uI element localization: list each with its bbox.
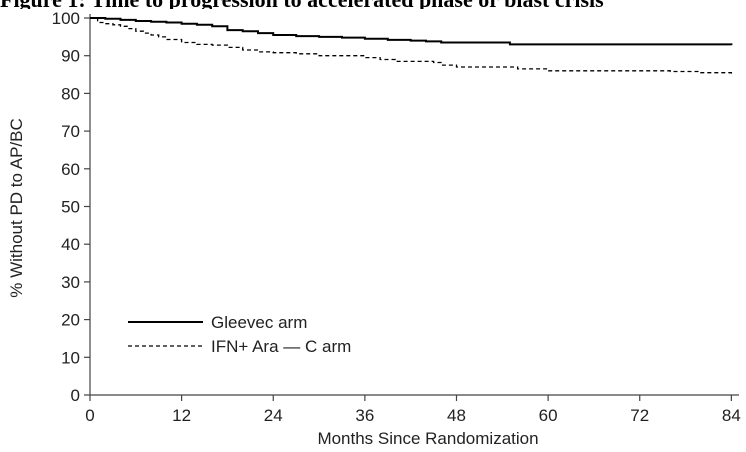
- y-tick-label: 60: [61, 160, 80, 179]
- x-tick-label: 36: [355, 406, 374, 425]
- x-tick-label: 84: [722, 406, 741, 425]
- y-tick-label: 100: [52, 9, 80, 28]
- x-tick-label: 60: [539, 406, 558, 425]
- x-tick-label: 72: [630, 406, 649, 425]
- x-tick-label: 0: [85, 406, 94, 425]
- x-tick-label: 12: [172, 406, 191, 425]
- y-tick-label: 70: [61, 122, 80, 141]
- y-tick-label: 30: [61, 273, 80, 292]
- series-line-gleevec: [90, 17, 733, 46]
- y-tick-label: 80: [61, 84, 80, 103]
- ticks: 0 10 20 30 40 50 60 70 80 90 100 0 12 24 36 48 60 72 84: [52, 9, 741, 425]
- y-tick-label: 90: [61, 47, 80, 66]
- axes: [89, 14, 739, 396]
- chart-title: Figure 1: Time to progression to acceler…: [0, 0, 746, 9]
- series-line-ifn-ara-c: [90, 17, 733, 74]
- series-lines: [90, 17, 733, 74]
- y-axis-label: % Without PD to AP/BC: [7, 118, 26, 298]
- legend-label: Gleevec arm: [211, 313, 307, 332]
- y-tick-label: 10: [61, 348, 80, 367]
- y-tick-label: 50: [61, 198, 80, 217]
- legend-label: IFN+ Ara — C arm: [211, 337, 351, 356]
- x-axis-label: Months Since Randomization: [317, 429, 538, 448]
- legend: Gleevec arm IFN+ Ara — C arm: [128, 313, 351, 356]
- y-tick-label: 40: [61, 235, 80, 254]
- y-tick-label: 20: [61, 311, 80, 330]
- x-tick-label: 24: [264, 406, 283, 425]
- x-tick-label: 48: [447, 406, 466, 425]
- y-tick-label: 0: [71, 386, 80, 405]
